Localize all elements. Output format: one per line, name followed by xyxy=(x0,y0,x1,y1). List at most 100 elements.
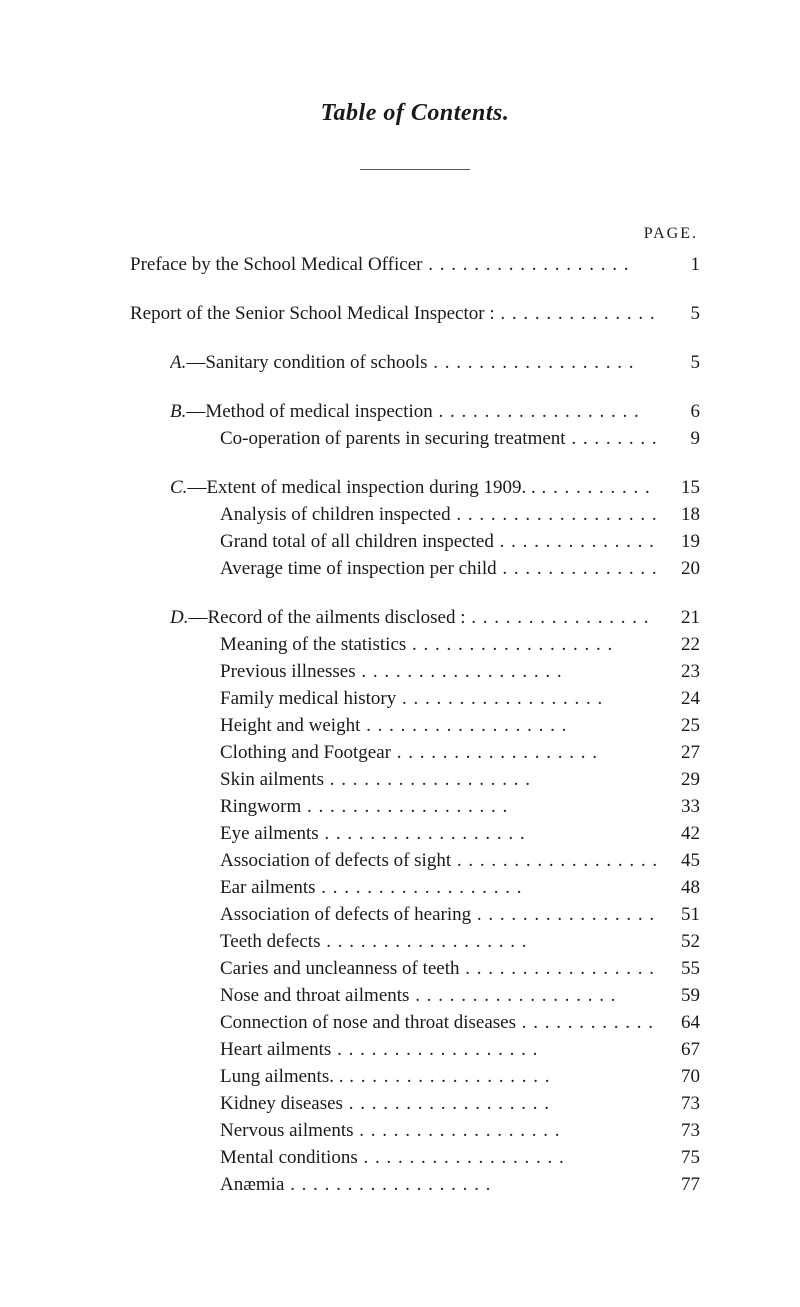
toc-entry: Report of the Senior School Medical Insp… xyxy=(130,300,700,327)
toc-entry: Lung ailments. .70 xyxy=(130,1063,700,1090)
toc-entry-page: 73 xyxy=(656,1094,700,1113)
toc-entry-text: Association of defects of hearing xyxy=(220,905,471,924)
toc-entry: B.—Method of medical inspection6 xyxy=(130,398,700,425)
toc-entry-label: Anæmia xyxy=(220,1175,656,1194)
toc-entry-text: Ringworm xyxy=(220,797,301,816)
toc-entry-text: Teeth defects xyxy=(220,932,320,951)
toc-entry-label: Eye ailments xyxy=(220,824,656,843)
table-of-contents: Preface by the School Medical Officer1 Re… xyxy=(130,251,700,1198)
toc-entry-label: Previous illnesses xyxy=(220,662,656,681)
toc-entry-text: —Extent of medical inspection during 190… xyxy=(187,478,535,497)
toc-entry-label: Nervous ailments xyxy=(220,1121,656,1140)
toc-entry-page: 77 xyxy=(656,1175,700,1194)
toc-title: Table of Contents. xyxy=(130,100,700,127)
toc-entry-label: Association of defects of hearing xyxy=(220,905,656,924)
document-page: Table of Contents. PAGE. Preface by the … xyxy=(0,0,800,1307)
toc-entry-label: Clothing and Footgear xyxy=(220,743,656,762)
toc-entry-page: 73 xyxy=(656,1121,700,1140)
toc-entry-page: 29 xyxy=(656,770,700,789)
toc-entry-page: 21 xyxy=(656,608,700,627)
toc-entry-label: Analysis of children inspected xyxy=(220,505,656,524)
toc-entry-text: Anæmia xyxy=(220,1175,284,1194)
toc-group: D.—Record of the ailments disclosed :21M… xyxy=(130,604,700,1198)
toc-entry-label: Report of the Senior School Medical Insp… xyxy=(130,304,656,323)
leader-dots xyxy=(494,532,656,551)
toc-entry-label: Skin ailments xyxy=(220,770,656,789)
toc-group: Preface by the School Medical Officer1 xyxy=(130,251,700,278)
toc-entry: Grand total of all children inspected 19 xyxy=(130,528,700,555)
toc-group: C.—Extent of medical inspection during 1… xyxy=(130,474,700,582)
toc-entry-page: 48 xyxy=(656,878,700,897)
leader-dots xyxy=(284,1175,491,1194)
toc-entry-prefix: B. xyxy=(170,402,186,421)
toc-entry-label: Average time of inspection per child xyxy=(220,559,656,578)
toc-entry: A.—Sanitary condition of schools5 xyxy=(130,349,700,376)
toc-entry-text: Mental conditions xyxy=(220,1148,358,1167)
toc-entry-page: 27 xyxy=(656,743,700,762)
toc-entry: Ear ailments48 xyxy=(130,874,700,901)
toc-entry-prefix: C. xyxy=(170,478,187,497)
leader-dots xyxy=(358,1148,565,1167)
toc-entry: Nose and throat ailments59 xyxy=(130,982,700,1009)
leader-dots xyxy=(451,505,656,524)
toc-entry-page: 25 xyxy=(656,716,700,735)
leader-dots xyxy=(396,689,603,708)
leader-dots xyxy=(316,878,523,897)
toc-entry: Meaning of the statistics22 xyxy=(130,631,700,658)
toc-entry-text: Co-operation of parents in securing trea… xyxy=(220,429,566,448)
toc-group: A.—Sanitary condition of schools5 xyxy=(130,349,700,376)
toc-entry-label: Ringworm xyxy=(220,797,656,816)
leader-dots xyxy=(536,478,656,497)
leader-dots xyxy=(566,429,656,448)
leader-dots xyxy=(460,959,656,978)
toc-entry-text: Caries and uncleanness of teeth xyxy=(220,959,460,978)
toc-entry-label: Ear ailments xyxy=(220,878,656,897)
toc-entry: Clothing and Footgear 27 xyxy=(130,739,700,766)
toc-entry-label: A.—Sanitary condition of schools xyxy=(170,353,656,372)
toc-entry-page: 70 xyxy=(656,1067,700,1086)
toc-entry-text: Grand total of all children inspected xyxy=(220,532,494,551)
leader-dots xyxy=(516,1013,656,1032)
toc-entry: Nervous ailments73 xyxy=(130,1117,700,1144)
leader-dots xyxy=(428,353,635,372)
toc-entry-page: 20 xyxy=(656,559,700,578)
toc-entry-page: 18 xyxy=(656,505,700,524)
page-column-header: PAGE. xyxy=(130,225,700,243)
leader-dots xyxy=(301,797,508,816)
toc-entry-page: 33 xyxy=(656,797,700,816)
toc-entry: Association of defects of hearing51 xyxy=(130,901,700,928)
toc-entry: Average time of inspection per child20 xyxy=(130,555,700,582)
toc-entry-page: 19 xyxy=(656,532,700,551)
toc-entry-text: Clothing and Footgear xyxy=(220,743,391,762)
leader-dots xyxy=(356,662,563,681)
toc-entry: Skin ailments29 xyxy=(130,766,700,793)
toc-entry-label: Height and weight xyxy=(220,716,656,735)
leader-dots xyxy=(319,824,526,843)
leader-dots xyxy=(497,559,656,578)
leader-dots xyxy=(471,905,656,924)
toc-entry-page: 42 xyxy=(656,824,700,843)
toc-group: Report of the Senior School Medical Insp… xyxy=(130,300,700,327)
toc-entry-text: Height and weight xyxy=(220,716,360,735)
toc-entry-page: 23 xyxy=(656,662,700,681)
toc-entry-text: —Method of medical inspection xyxy=(186,402,432,421)
toc-entry-text: Analysis of children inspected xyxy=(220,505,451,524)
leader-dots xyxy=(406,635,613,654)
toc-entry-page: 22 xyxy=(656,635,700,654)
toc-entry: Eye ailments42 xyxy=(130,820,700,847)
leader-dots xyxy=(354,1121,561,1140)
toc-entry-label: Teeth defects xyxy=(220,932,656,951)
toc-entry-label: Caries and uncleanness of teeth xyxy=(220,959,656,978)
toc-entry-label: Preface by the School Medical Officer xyxy=(130,255,656,274)
toc-entry-text: —Sanitary condition of schools xyxy=(186,353,427,372)
toc-entry-label: C.—Extent of medical inspection during 1… xyxy=(170,478,656,497)
toc-entry-label: Family medical history xyxy=(220,689,656,708)
toc-entry: Preface by the School Medical Officer1 xyxy=(130,251,700,278)
toc-entry-text: Kidney diseases xyxy=(220,1094,343,1113)
toc-entry-page: 5 xyxy=(656,304,700,323)
toc-entry: Association of defects of sight45 xyxy=(130,847,700,874)
toc-entry: D.—Record of the ailments disclosed :21 xyxy=(130,604,700,631)
leader-dots xyxy=(409,986,616,1005)
toc-entry-text: Heart ailments xyxy=(220,1040,331,1059)
toc-entry: Teeth defects52 xyxy=(130,928,700,955)
